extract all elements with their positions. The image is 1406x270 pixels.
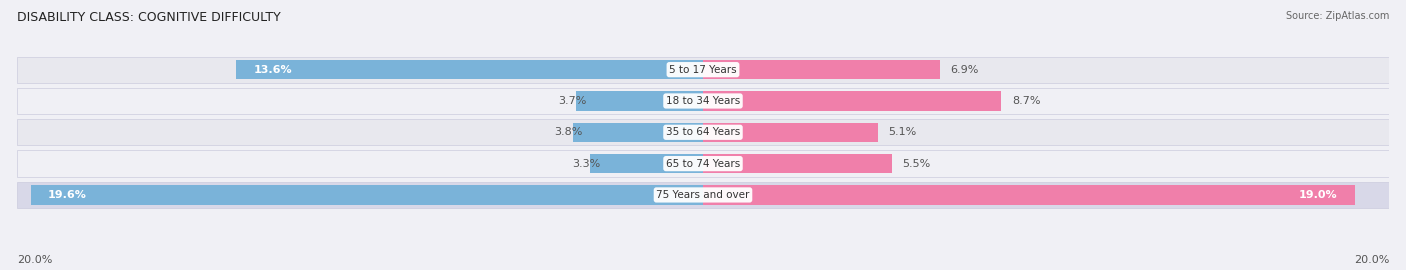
Bar: [703, 60, 939, 79]
Text: 65 to 74 Years: 65 to 74 Years: [666, 158, 740, 169]
Text: 5.1%: 5.1%: [889, 127, 917, 137]
Text: 6.9%: 6.9%: [950, 65, 979, 75]
Text: 19.6%: 19.6%: [48, 190, 87, 200]
Bar: [589, 154, 703, 173]
Text: 5 to 17 Years: 5 to 17 Years: [669, 65, 737, 75]
Text: 3.8%: 3.8%: [554, 127, 583, 137]
Text: 3.3%: 3.3%: [572, 158, 600, 169]
Text: 20.0%: 20.0%: [17, 255, 52, 265]
Text: Source: ZipAtlas.com: Source: ZipAtlas.com: [1285, 11, 1389, 21]
Text: 13.6%: 13.6%: [253, 65, 292, 75]
Text: 19.0%: 19.0%: [1299, 190, 1337, 200]
Text: 18 to 34 Years: 18 to 34 Years: [666, 96, 740, 106]
Bar: [703, 123, 877, 142]
Bar: [236, 60, 703, 79]
Text: 3.7%: 3.7%: [558, 96, 586, 106]
Bar: [17, 88, 1389, 114]
Bar: [17, 56, 1389, 83]
Text: 75 Years and over: 75 Years and over: [657, 190, 749, 200]
Bar: [17, 150, 1389, 177]
Bar: [31, 185, 703, 205]
Bar: [17, 182, 1389, 208]
Bar: [576, 91, 703, 111]
Bar: [703, 185, 1355, 205]
Bar: [703, 91, 1001, 111]
Text: 8.7%: 8.7%: [1012, 96, 1040, 106]
Text: 20.0%: 20.0%: [1354, 255, 1389, 265]
Bar: [572, 123, 703, 142]
Text: 35 to 64 Years: 35 to 64 Years: [666, 127, 740, 137]
Text: 5.5%: 5.5%: [903, 158, 931, 169]
Bar: [17, 119, 1389, 146]
Text: DISABILITY CLASS: COGNITIVE DIFFICULTY: DISABILITY CLASS: COGNITIVE DIFFICULTY: [17, 11, 281, 24]
Bar: [703, 154, 891, 173]
